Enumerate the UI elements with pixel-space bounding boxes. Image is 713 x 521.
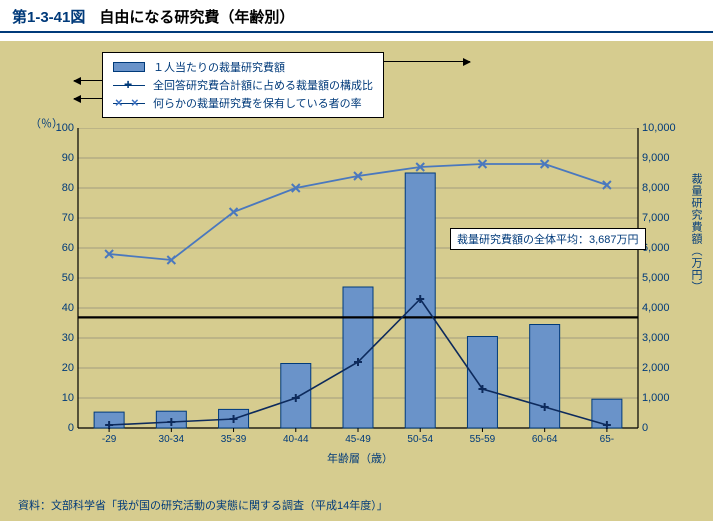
ytick-left: 60 (48, 242, 74, 254)
xtick: 65- (600, 434, 614, 445)
source-footnote: 資料：文部科学省「我が国の研究活動の実態に関する調査（平成14年度）」 (18, 497, 388, 513)
legend-arrow-left-2 (74, 98, 102, 99)
ytick-right: 6,000 (642, 242, 680, 254)
xtick: 30-34 (159, 434, 185, 445)
ytick-right: 9,000 (642, 152, 680, 164)
white-strip (0, 33, 713, 41)
legend-row-plus: + 全回答研究費合計額に占める裁量額の構成比 (113, 76, 373, 94)
y-axis-right-unit: 裁量研究費額（万円） (688, 173, 704, 293)
ytick-left: 0 (48, 422, 74, 434)
legend-swatch-x: ×× (113, 97, 145, 109)
ytick-left: 10 (48, 392, 74, 404)
xtick: 60-64 (532, 434, 558, 445)
figure-title: 自由になる研究費（年齢別） (99, 6, 294, 27)
chart-svg (40, 128, 680, 468)
legend-swatch-bar (113, 62, 145, 72)
avg-annotation: 裁量研究費額の全体平均：3,687万円 (450, 228, 646, 250)
page-root: 第1-3-41図 自由になる研究費（年齢別） １人当たりの裁量研究費額 + 全回… (0, 0, 713, 521)
xtick: 45-49 (345, 434, 371, 445)
figure-number: 第1-3-41図 (12, 6, 85, 27)
ytick-right: 8,000 (642, 182, 680, 194)
ytick-right: 5,000 (642, 272, 680, 284)
legend-arrow-left-1 (74, 80, 102, 81)
legend-row-bar: １人当たりの裁量研究費額 (113, 58, 373, 76)
ytick-left: 90 (48, 152, 74, 164)
legend-box: １人当たりの裁量研究費額 + 全回答研究費合計額に占める裁量額の構成比 ×× 何… (102, 52, 384, 118)
xtick: 55-59 (470, 434, 496, 445)
ytick-right: 4,000 (642, 302, 680, 314)
ytick-right: 2,000 (642, 362, 680, 374)
ytick-right: 7,000 (642, 212, 680, 224)
ytick-left: 100 (48, 122, 74, 134)
legend-label-x: 何らかの裁量研究費を保有している者の率 (153, 95, 362, 111)
ytick-right: 10,000 (642, 122, 680, 134)
xtick: 35-39 (221, 434, 247, 445)
legend-label-bar: １人当たりの裁量研究費額 (153, 59, 285, 75)
ytick-right: 3,000 (642, 332, 680, 344)
legend-label-plus: 全回答研究費合計額に占める裁量額の構成比 (153, 77, 373, 93)
legend-swatch-plus: + (113, 79, 145, 91)
ytick-left: 30 (48, 332, 74, 344)
ytick-right: 1,000 (642, 392, 680, 404)
xtick: 50-54 (407, 434, 433, 445)
xtick: -29 (102, 434, 116, 445)
title-row: 第1-3-41図 自由になる研究費（年齢別） (0, 0, 713, 31)
xtick: 40-44 (283, 434, 309, 445)
x-axis-label: 年齢層（歳） (327, 450, 393, 466)
ytick-left: 80 (48, 182, 74, 194)
ytick-right: 0 (642, 422, 680, 434)
legend-row-x: ×× 何らかの裁量研究費を保有している者の率 (113, 94, 373, 112)
ytick-left: 20 (48, 362, 74, 374)
ytick-left: 40 (48, 302, 74, 314)
ytick-left: 50 (48, 272, 74, 284)
ytick-left: 70 (48, 212, 74, 224)
chart-area: 裁量研究費額の全体平均：3,687万円 年齢層（歳） 0 10 20 30 40 50 60… (40, 128, 680, 468)
